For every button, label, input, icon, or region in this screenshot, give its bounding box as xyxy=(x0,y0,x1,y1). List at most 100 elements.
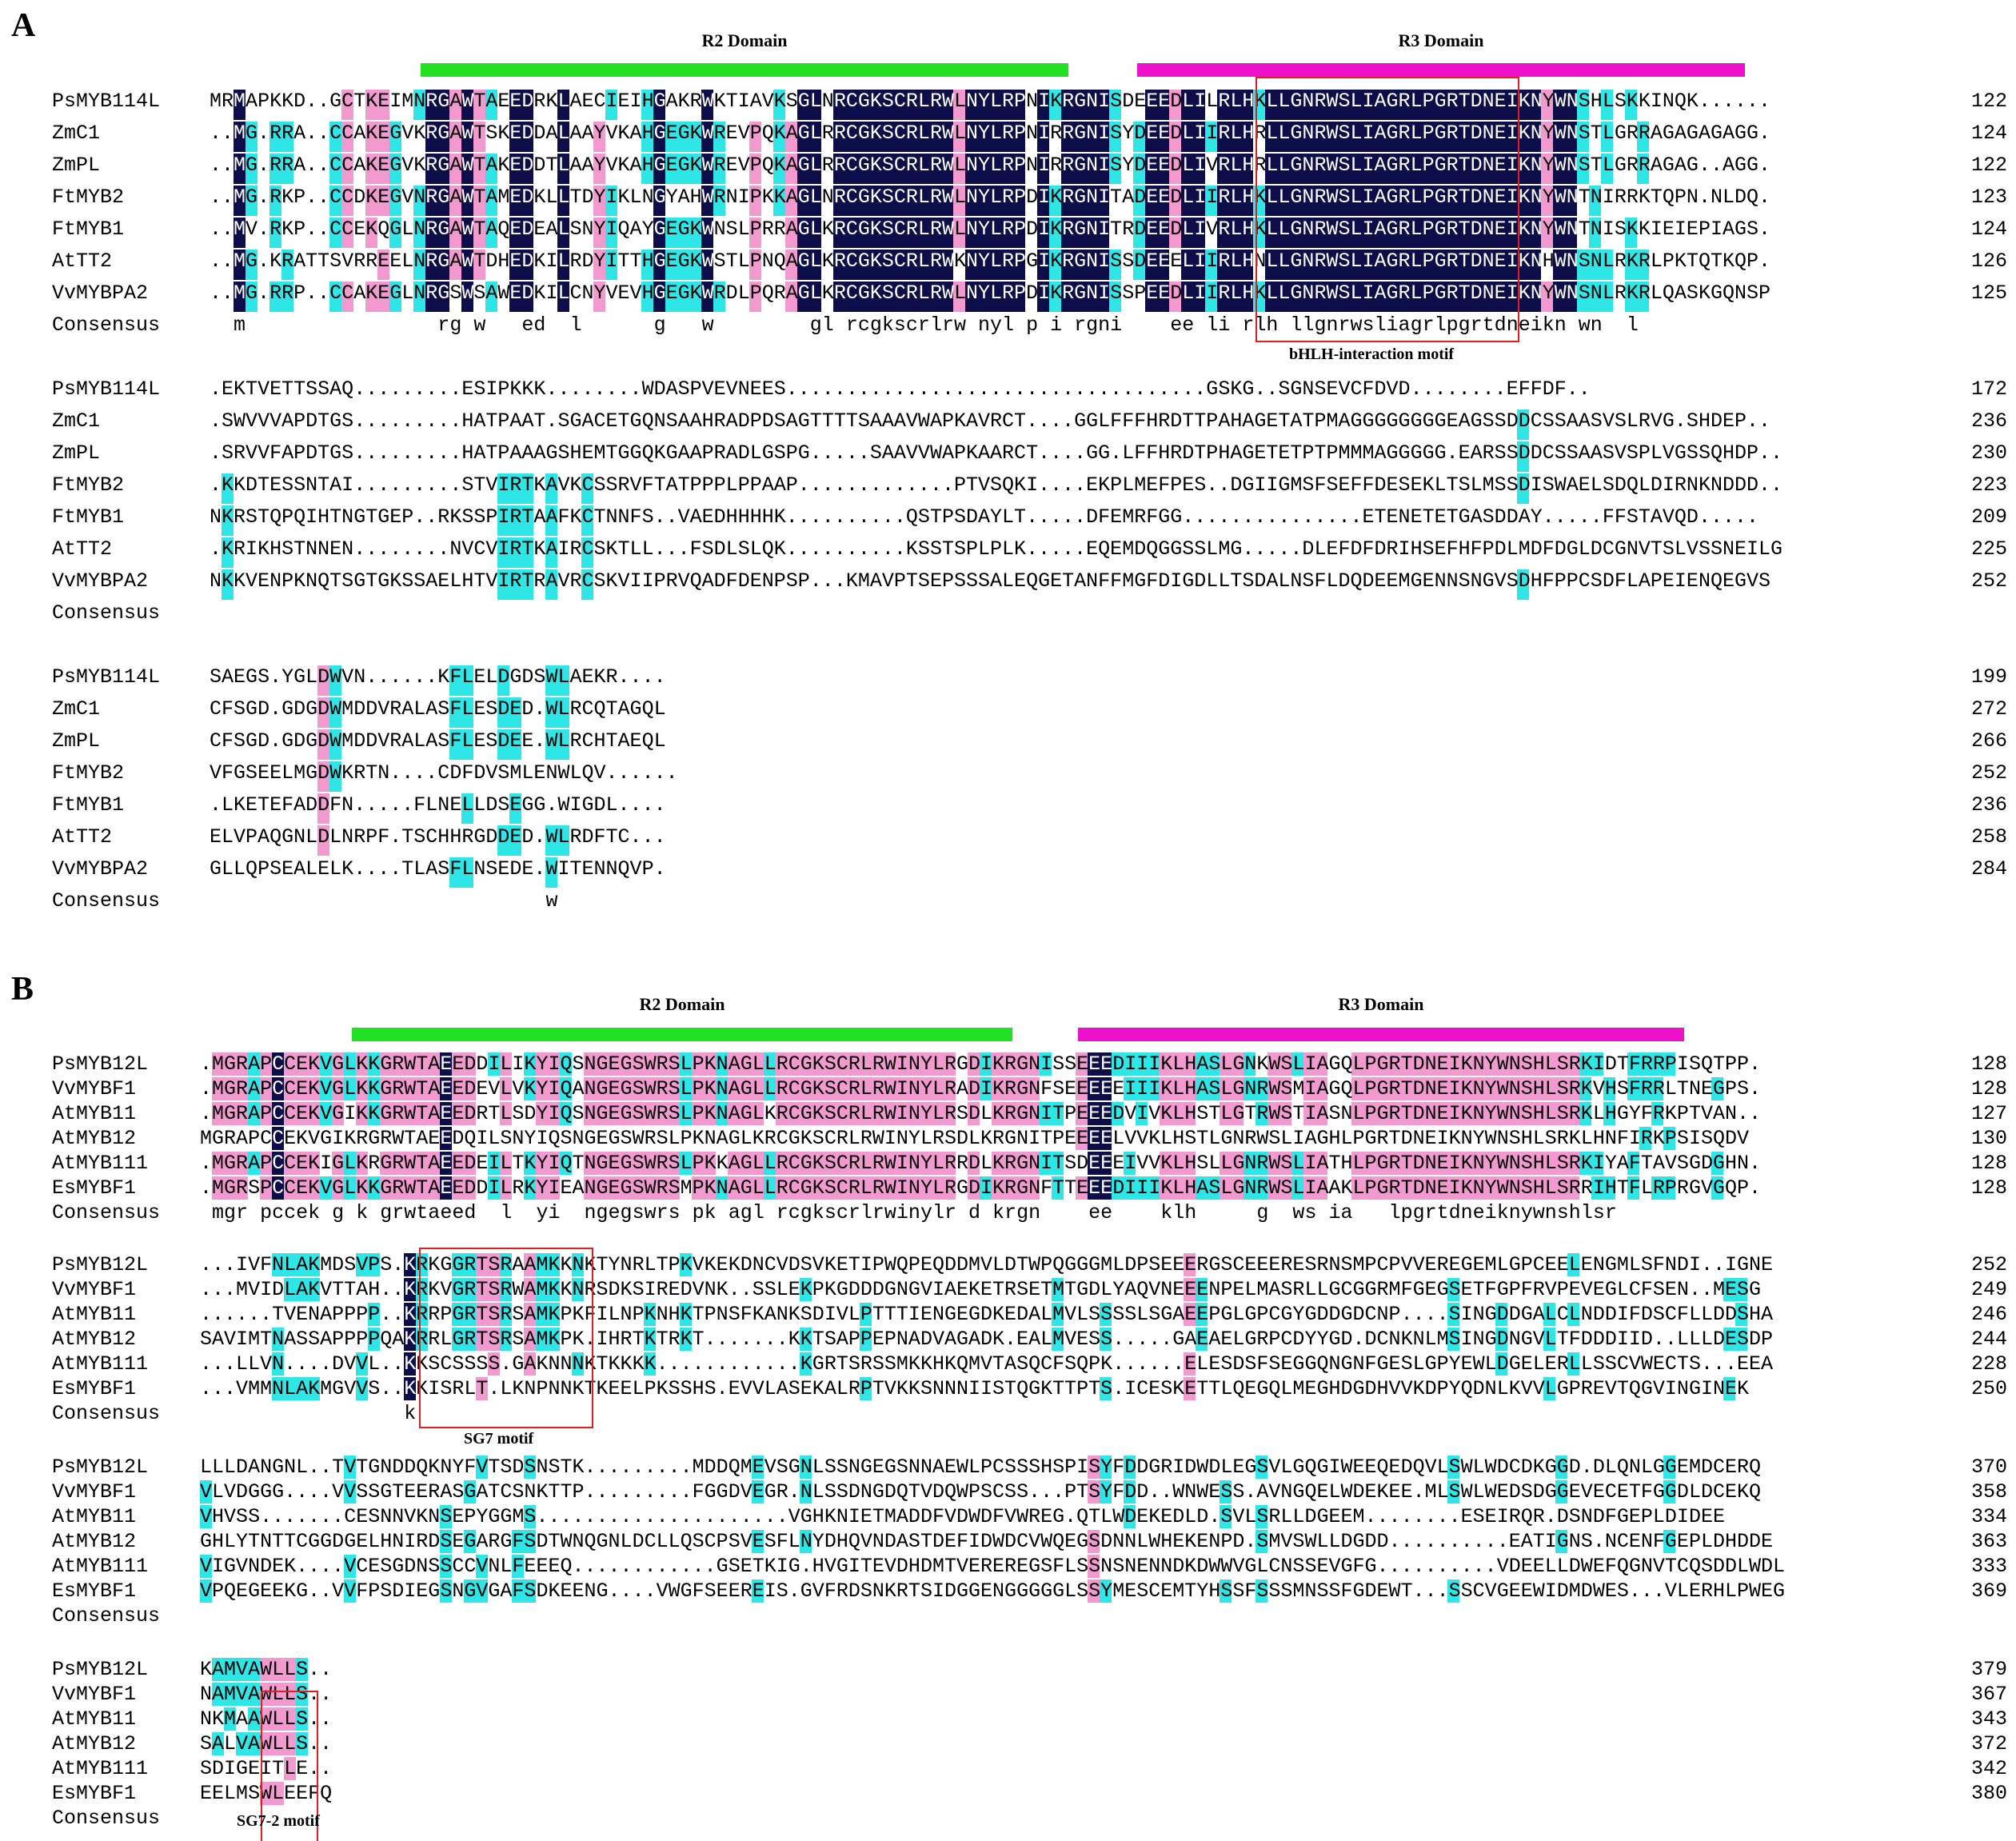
residue-end-number: 249 xyxy=(1970,1278,2007,1301)
residue-highlight xyxy=(689,250,701,280)
residue-highlight xyxy=(893,122,905,152)
residue-highlight xyxy=(605,250,617,280)
residue-highlight xyxy=(785,186,797,216)
residue-highlight xyxy=(881,154,893,184)
residue-highlight xyxy=(365,282,377,312)
sequence-residues: m rg w ed l g w gl rcgkscrlrw nyl p i rg… xyxy=(234,313,1639,337)
residue-highlight xyxy=(1109,154,1121,184)
r2-domain-bar-a xyxy=(421,63,1068,77)
residue-highlight xyxy=(881,122,893,152)
sg7-2-motif-label: SG7-2 motif xyxy=(237,1812,320,1830)
sequence-residues: NKRSTQPQIHTNGTGEP..RKSSPIRTAAFKCTNNFS..V… xyxy=(210,505,1759,529)
residue-highlight xyxy=(965,282,977,312)
sequence-name: AtMYB11 xyxy=(52,1102,137,1125)
residue-highlight xyxy=(917,282,929,312)
residue-highlight xyxy=(1133,218,1145,248)
residue-highlight xyxy=(461,186,473,216)
residue-highlight xyxy=(701,122,713,152)
residue-end-number: 199 xyxy=(1970,665,2007,689)
residue-highlight xyxy=(269,186,281,216)
residue-highlight xyxy=(665,250,677,280)
sequence-name: ZmPL xyxy=(52,441,101,465)
sg7-motif-label: SG7 motif xyxy=(464,1430,534,1448)
residue-highlight xyxy=(557,122,569,152)
residue-highlight xyxy=(593,186,605,216)
residue-highlight xyxy=(269,282,281,312)
sequence-residues: LLLDANGNL..TVTGNDDQKNYFVTSDSNSTK........… xyxy=(200,1456,1762,1479)
residue-highlight xyxy=(377,122,389,152)
residue-highlight xyxy=(905,282,917,312)
residue-highlight xyxy=(509,186,521,216)
residue-end-number: 334 xyxy=(1970,1505,2007,1528)
sequence-name: FtMYB1 xyxy=(52,793,125,817)
residue-highlight xyxy=(461,122,473,152)
residue-highlight xyxy=(797,186,809,216)
r3-domain-bar-a xyxy=(1137,63,1745,77)
residue-highlight xyxy=(425,154,437,184)
residue-highlight xyxy=(977,154,989,184)
residue-highlight xyxy=(1145,218,1157,248)
residue-highlight xyxy=(329,154,341,184)
residue-highlight xyxy=(1037,122,1049,152)
residue-highlight xyxy=(509,282,521,312)
residue-highlight xyxy=(989,186,1001,216)
residue-highlight xyxy=(413,282,425,312)
residue-highlight xyxy=(953,90,965,120)
residue-highlight xyxy=(785,154,797,184)
sequence-name: FtMYB1 xyxy=(52,505,125,529)
residue-end-number: 225 xyxy=(1970,537,2007,561)
sequence-name: EsMYBF1 xyxy=(52,1377,137,1400)
residue-highlight xyxy=(701,282,713,312)
residue-highlight xyxy=(1013,154,1025,184)
residue-highlight xyxy=(1109,250,1121,280)
residue-highlight xyxy=(473,90,485,120)
residue-highlight xyxy=(809,186,821,216)
residue-end-number: 209 xyxy=(1970,505,2007,529)
residue-highlight xyxy=(1061,154,1073,184)
residue-highlight xyxy=(905,154,917,184)
sequence-name: Consensus xyxy=(52,1201,161,1224)
residue-highlight xyxy=(917,122,929,152)
residue-highlight xyxy=(1073,250,1085,280)
residue-highlight xyxy=(965,154,977,184)
r3-domain-bar-b xyxy=(1078,1028,1684,1041)
residue-highlight xyxy=(845,218,857,248)
residue-end-number: 122 xyxy=(1970,90,2007,113)
residue-highlight xyxy=(389,154,401,184)
residue-highlight xyxy=(1085,122,1097,152)
residue-highlight xyxy=(234,250,246,280)
residue-highlight xyxy=(905,218,917,248)
residue-highlight xyxy=(1037,282,1049,312)
residue-highlight xyxy=(809,90,821,120)
sequence-name: VvMYBPA2 xyxy=(52,857,149,881)
residue-highlight xyxy=(749,154,761,184)
residue-highlight xyxy=(785,282,797,312)
residue-highlight xyxy=(857,282,869,312)
sequence-residues: GLLQPSEALELK....TLASFLNSEDE.WITENNQVP. xyxy=(210,857,666,881)
residue-highlight xyxy=(389,186,401,216)
residue-highlight xyxy=(329,218,341,248)
residue-highlight xyxy=(521,154,533,184)
residue-highlight xyxy=(893,282,905,312)
sequence-name: PsMYB12L xyxy=(52,1658,149,1681)
residue-highlight xyxy=(1097,186,1109,216)
r2-domain-label-b: R2 Domain xyxy=(639,994,725,1014)
residue-highlight xyxy=(1061,186,1073,216)
residue-highlight xyxy=(641,282,653,312)
residue-highlight xyxy=(641,90,653,120)
residue-highlight xyxy=(797,90,809,120)
residue-end-number: 230 xyxy=(1970,441,2007,465)
residue-highlight xyxy=(653,250,665,280)
residue-highlight xyxy=(677,250,689,280)
residue-highlight xyxy=(941,154,953,184)
residue-highlight xyxy=(269,122,281,152)
sequence-name: Consensus xyxy=(52,601,161,625)
residue-highlight xyxy=(449,122,461,152)
residue-highlight xyxy=(773,90,785,120)
residue-highlight xyxy=(425,122,437,152)
residue-highlight xyxy=(281,250,293,280)
residue-highlight xyxy=(941,282,953,312)
residue-highlight xyxy=(881,90,893,120)
residue-highlight xyxy=(929,154,941,184)
sequence-residues: VHVSS.......CESNNVKNSEPYGGMS............… xyxy=(200,1505,1725,1528)
